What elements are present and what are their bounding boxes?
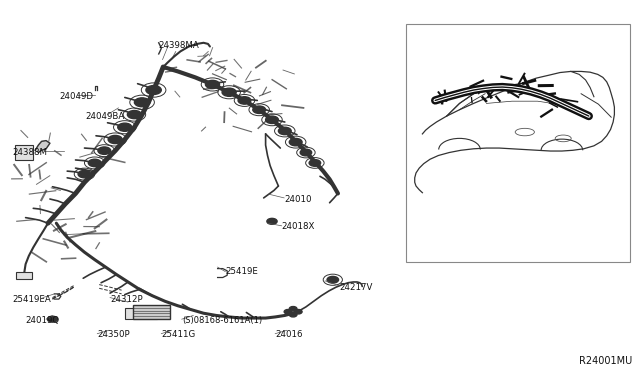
Text: R24001MU: R24001MU (579, 356, 632, 366)
Text: 24019Q: 24019Q (26, 316, 60, 325)
Circle shape (289, 312, 297, 317)
Circle shape (294, 310, 302, 314)
Text: (S)08168-6161A(1): (S)08168-6161A(1) (182, 316, 262, 325)
Polygon shape (35, 141, 50, 153)
Text: 25411G: 25411G (161, 330, 196, 339)
Text: 24049D: 24049D (60, 92, 93, 101)
Circle shape (278, 127, 291, 135)
Circle shape (78, 170, 91, 178)
Circle shape (88, 159, 101, 167)
Text: 24018X: 24018X (282, 222, 315, 231)
Text: 24010: 24010 (285, 195, 312, 203)
Circle shape (327, 276, 339, 283)
Circle shape (205, 80, 220, 89)
Circle shape (284, 310, 292, 314)
Circle shape (266, 116, 278, 124)
Circle shape (98, 147, 111, 154)
Circle shape (238, 97, 251, 104)
Circle shape (47, 316, 58, 322)
Circle shape (289, 307, 297, 311)
Circle shape (300, 149, 312, 156)
Bar (125, 308, 157, 319)
Circle shape (134, 98, 150, 107)
Bar (15, 145, 33, 160)
Circle shape (127, 110, 141, 119)
Circle shape (309, 160, 321, 166)
Circle shape (289, 138, 302, 146)
Text: 24049BA: 24049BA (85, 112, 124, 121)
Circle shape (108, 135, 122, 144)
Circle shape (118, 123, 132, 131)
Bar (406, 24, 630, 262)
Text: 24016: 24016 (275, 330, 303, 339)
Circle shape (267, 218, 277, 224)
Bar (17, 272, 33, 279)
Circle shape (253, 106, 266, 113)
Text: 24388M: 24388M (13, 148, 48, 157)
Text: 24217V: 24217V (339, 283, 372, 292)
Text: 24350P: 24350P (97, 330, 130, 339)
Text: 24312P: 24312P (110, 295, 143, 304)
Text: 25419EA: 25419EA (13, 295, 52, 304)
Text: 24398MA: 24398MA (159, 41, 200, 50)
Circle shape (222, 88, 236, 96)
Text: 25419E: 25419E (225, 267, 258, 276)
Bar (133, 305, 170, 319)
Circle shape (146, 86, 161, 94)
